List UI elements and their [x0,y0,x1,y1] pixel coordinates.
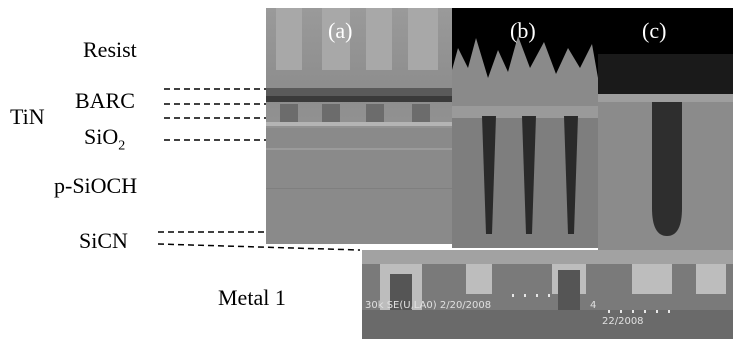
micrograph-info-fragment: 4 [590,300,596,311]
label-sicn: SiCN [79,228,128,253]
micrograph-info-c: 22/2008 [602,316,644,327]
micrograph-panel-c: (c) [598,8,733,250]
label-sio2: SiO2 [84,126,125,153]
label-resist: Resist [83,37,137,62]
micrograph-info-b: 30k SE(U,LA0) 2/20/2008 [365,300,491,311]
micrograph-panel-a: (a) [266,8,452,244]
label-barc: BARC [75,88,135,113]
panel-label-c: (c) [642,18,666,43]
label-sio2-base: SiO [84,124,119,149]
label-tin: TiN [10,104,45,129]
label-metal1: Metal 1 [218,285,286,310]
micrograph-panel-b: (b) [452,8,598,248]
label-psioch: p-SiOCH [54,173,138,198]
panel-label-b: (b) [510,18,536,43]
panel-label-a: (a) [328,18,352,43]
micrograph-metal1: 30k SE(U,LA0) 2/20/2008 4 22/2008 [362,250,733,339]
leader-sicn-bottom [157,243,361,251]
label-sio2-sub: 2 [118,138,126,154]
